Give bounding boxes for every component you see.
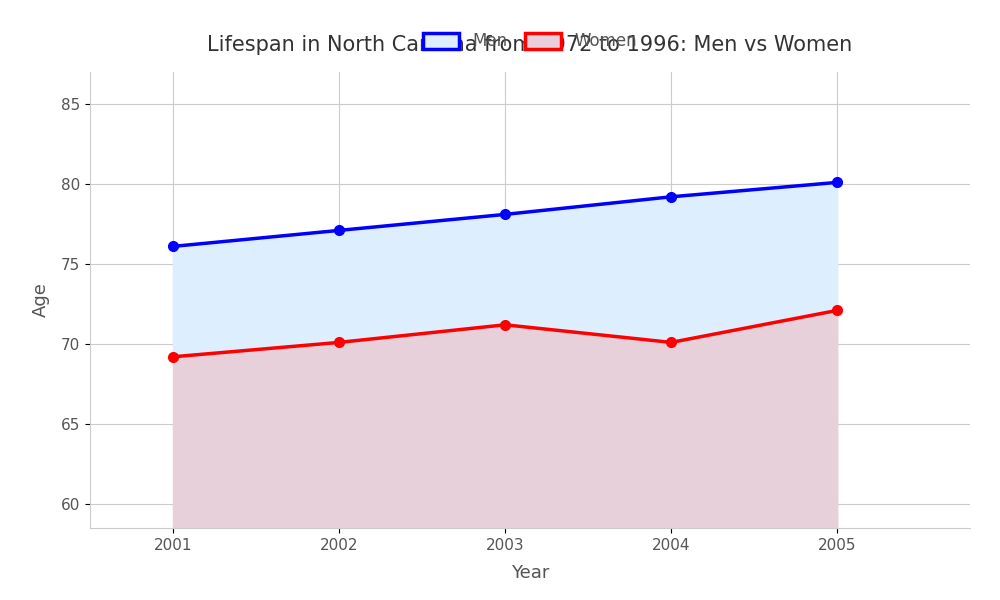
Y-axis label: Age: Age [32,283,50,317]
Title: Lifespan in North Carolina from 1972 to 1996: Men vs Women: Lifespan in North Carolina from 1972 to … [207,35,853,55]
X-axis label: Year: Year [511,564,549,582]
Legend: Men, Women: Men, Women [416,26,644,57]
